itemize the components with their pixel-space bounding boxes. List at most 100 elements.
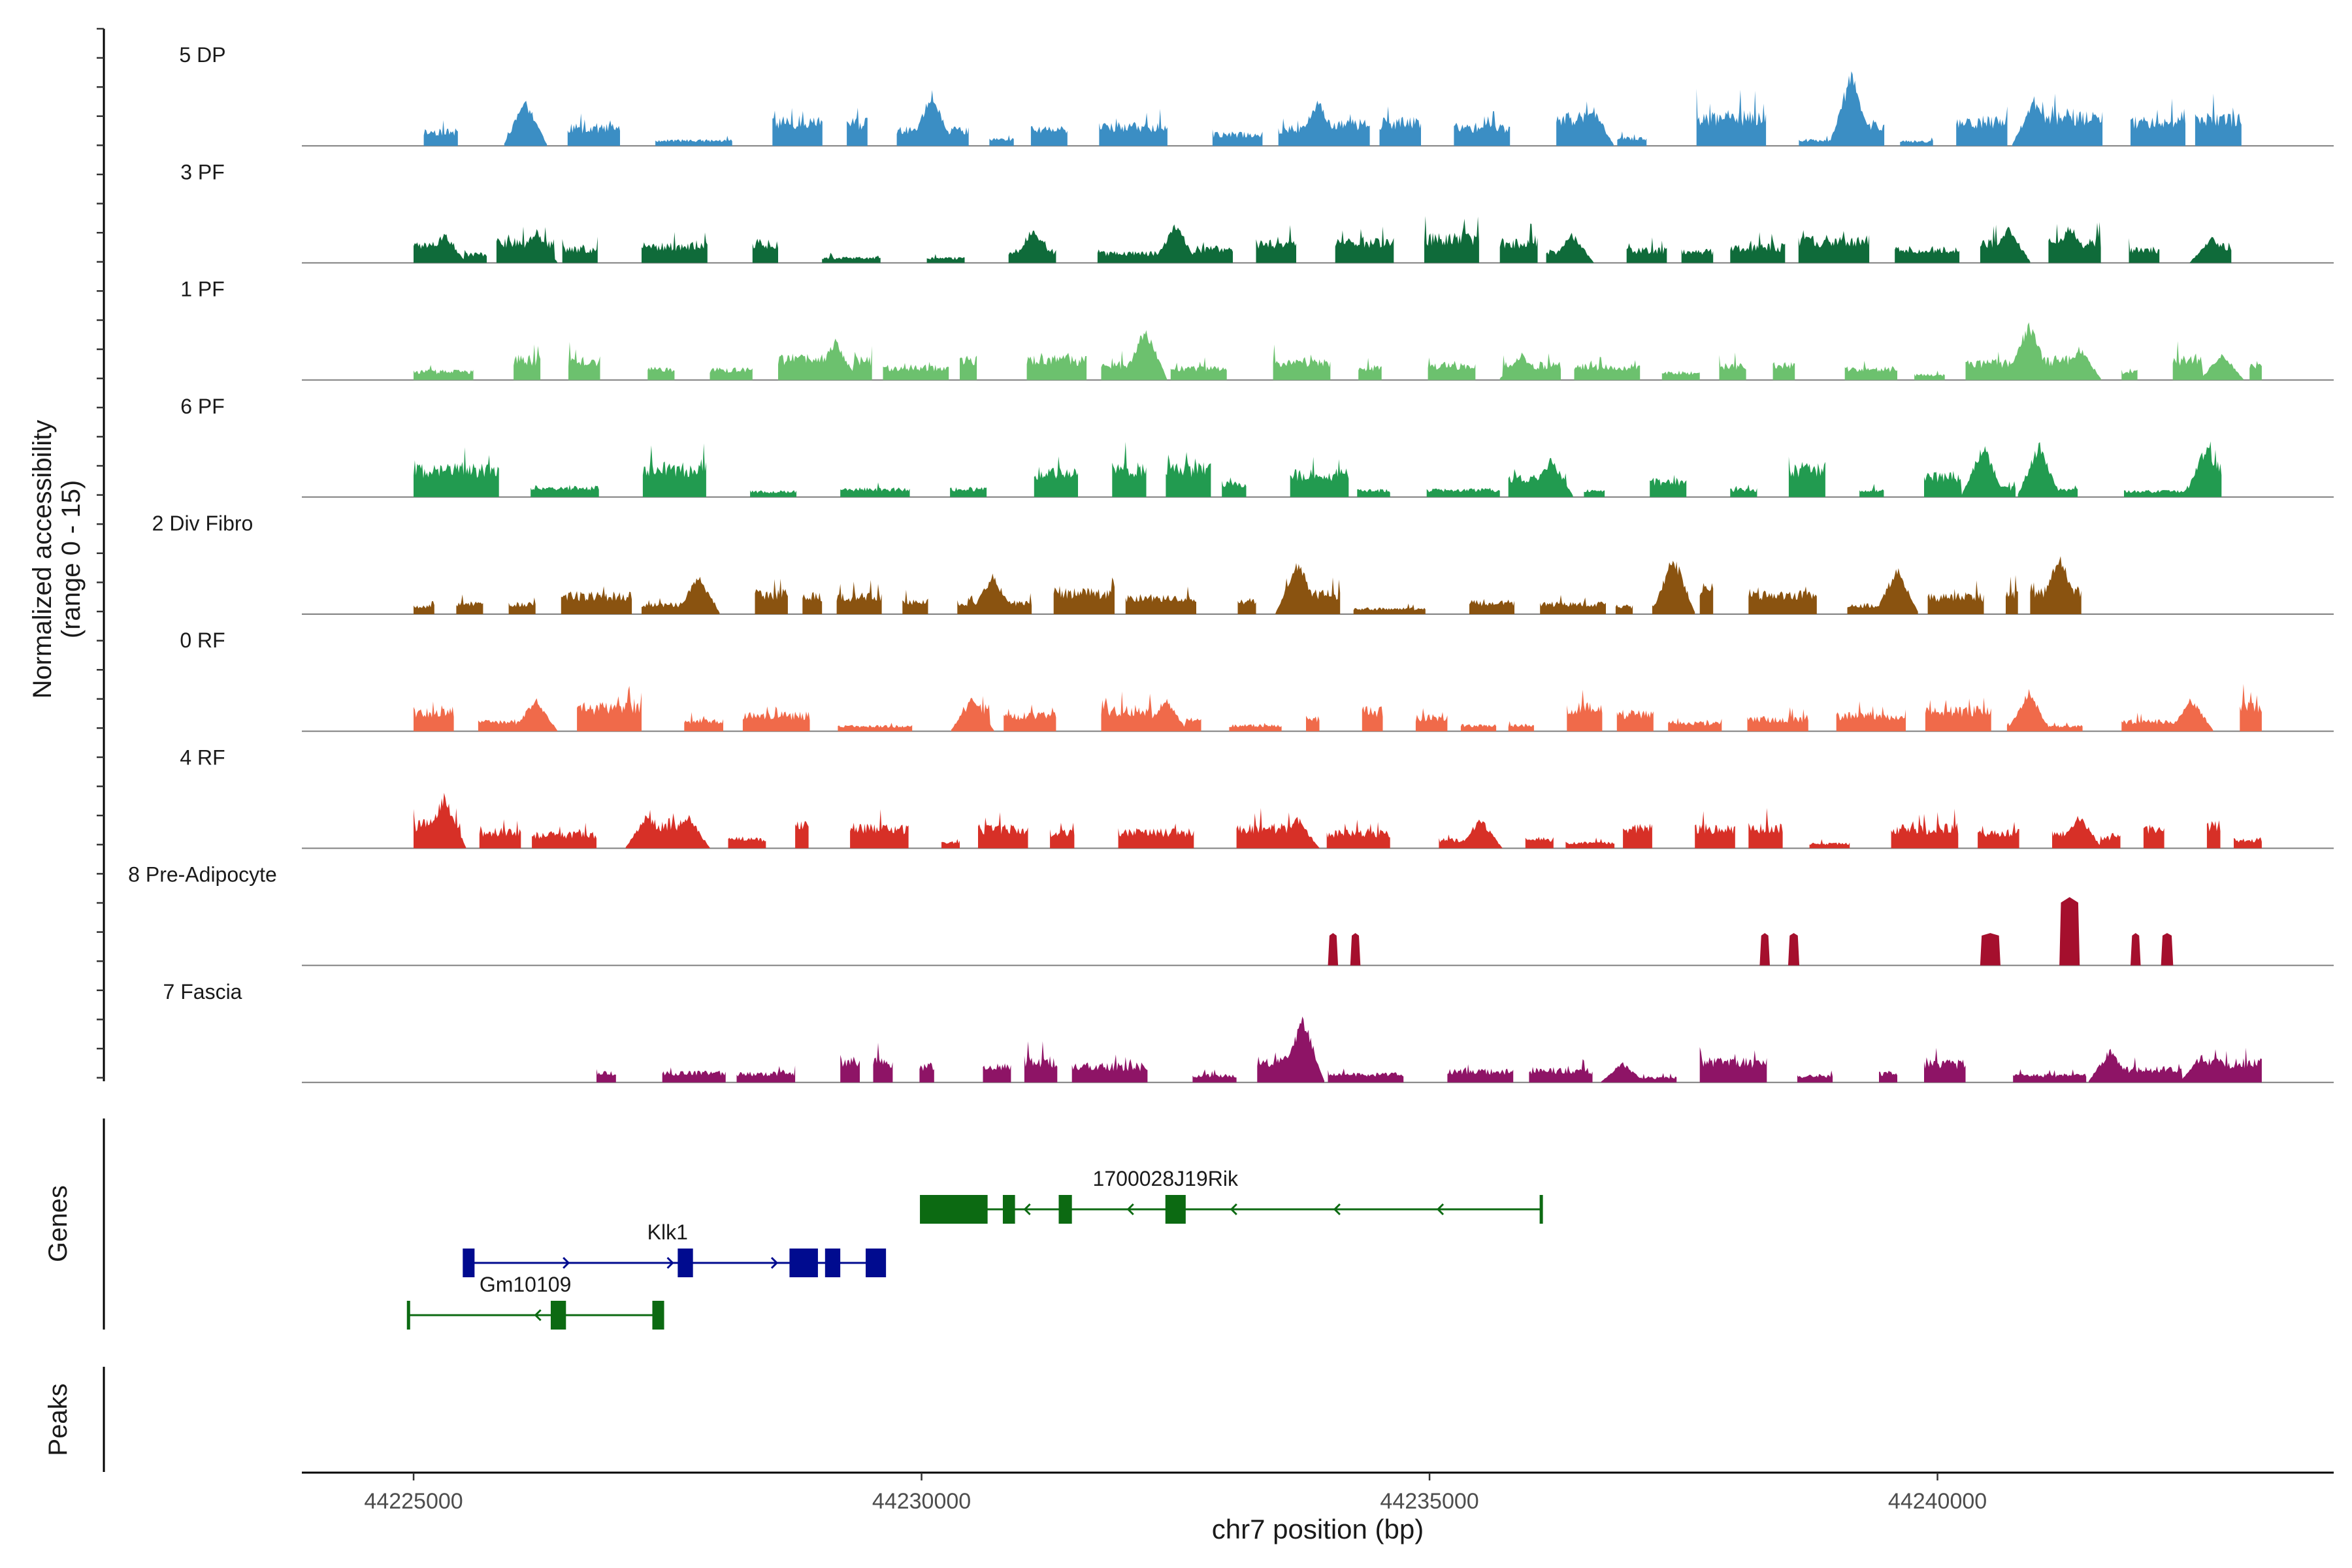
signal-segment <box>1034 456 1078 497</box>
signal-segment <box>1626 237 1667 263</box>
signal-segment <box>1623 823 1652 849</box>
signal-segment <box>1859 483 1884 497</box>
signal-segment <box>838 723 913 732</box>
signal-segment <box>1112 442 1147 497</box>
genes-panel-label: Genes <box>44 1185 73 1262</box>
signal-block <box>2131 933 2141 966</box>
signal-segment <box>1125 586 1196 614</box>
track-7: 8 Pre-Adipocyte <box>128 863 2334 966</box>
signal-segment <box>577 685 642 732</box>
x-tick-label: 44235000 <box>1380 1489 1478 1514</box>
signal-segment <box>1574 357 1641 380</box>
signal-segment <box>772 108 823 146</box>
x-axis-ticks: 44225000 44230000 44235000 44240000 <box>364 1473 1987 1514</box>
track-label: 3 PF <box>180 160 225 184</box>
signal-segment <box>478 698 558 732</box>
signal-segment <box>414 447 499 497</box>
signal-segment <box>2017 442 2078 497</box>
signal-segment <box>2234 837 2262 849</box>
signal-segment <box>1166 451 1211 497</box>
track-label: 2 Div Fibro <box>152 512 253 535</box>
signal-segment <box>2121 698 2213 732</box>
signal-segment <box>2249 361 2262 380</box>
track-label: 4 RF <box>180 745 225 769</box>
signal-segment <box>978 812 1028 849</box>
y-axis-label-line1: Normalized accessibility <box>28 420 57 699</box>
signal-segment <box>1499 352 1561 380</box>
gene-exon <box>550 1301 566 1330</box>
coverage-y-ticks <box>97 27 104 1079</box>
strand-arrow <box>1023 1203 1031 1216</box>
x-axis-label: chr7 position (bp) <box>1212 1514 1424 1544</box>
signal-segment <box>596 1069 616 1083</box>
signal-segment <box>1362 706 1383 732</box>
signal-segment <box>1747 707 1808 732</box>
signal-segment <box>1978 822 2019 849</box>
signal-segment <box>1797 1070 1833 1083</box>
signal-segment <box>1306 715 1320 732</box>
signal-segment <box>728 836 766 849</box>
strand-arrow <box>1333 1203 1341 1216</box>
track-label: 0 RF <box>180 629 225 652</box>
signal-segment <box>755 578 788 614</box>
track-4: 2 Div Fibro <box>152 512 2334 615</box>
track-3: 6 PF <box>180 395 2334 498</box>
signal-segment <box>1567 689 1603 732</box>
signal-segment <box>1222 477 1247 497</box>
gene-exon <box>1058 1195 1072 1224</box>
signal-segment <box>1326 819 1390 849</box>
strand-arrow <box>1230 1203 1237 1216</box>
signal-segment <box>778 338 872 380</box>
signal-segment <box>1004 704 1056 732</box>
signal-segment <box>1101 330 1168 380</box>
signal-segment <box>625 809 710 849</box>
signal-segment <box>1439 819 1503 849</box>
signal-segment <box>1192 1069 1237 1083</box>
signal-segment <box>950 487 987 497</box>
signal-segment <box>1798 230 1870 263</box>
signal-segment <box>2172 341 2244 380</box>
track-label: 7 Fascia <box>163 980 242 1004</box>
gene-label: Klk1 <box>647 1220 688 1244</box>
signal-segment <box>822 252 881 263</box>
signal-segment <box>1379 106 1421 146</box>
signal-segment <box>1071 1054 1148 1083</box>
signal-segment <box>1212 129 1263 146</box>
signal-segment <box>414 701 454 732</box>
signal-segment <box>919 1062 934 1083</box>
signal-segment <box>1565 838 1615 849</box>
peaks-panel-label: Peaks <box>44 1383 73 1456</box>
signal-segment <box>2006 575 2018 614</box>
signal-segment <box>840 1054 860 1083</box>
signal-segment <box>1424 216 1479 263</box>
signal-segment <box>562 237 598 263</box>
signal-segment <box>1699 583 1714 614</box>
signal-segment <box>1358 357 1382 380</box>
signal-segment <box>1847 568 1918 614</box>
signal-segment <box>2121 368 2138 380</box>
x-tick-label: 44230000 <box>872 1489 971 1514</box>
signal-segment <box>504 101 547 146</box>
signal-segment <box>1529 1059 1593 1083</box>
signal-block <box>1788 933 1800 966</box>
gene-exon <box>921 1195 988 1224</box>
signal-segment <box>1469 598 1514 614</box>
signal-segment <box>1053 577 1115 614</box>
track-label: 8 Pre-Adipocyte <box>128 863 277 887</box>
signal-segment <box>1836 701 1906 732</box>
signal-segment <box>1278 101 1370 146</box>
signal-segment <box>1525 836 1554 849</box>
strand-arrow <box>1126 1203 1134 1216</box>
signal-segment <box>1540 595 1606 614</box>
signal-segment <box>710 367 753 380</box>
signal-segment <box>795 821 809 849</box>
signal-segment <box>1650 474 1687 497</box>
signal-segment <box>1256 225 1296 263</box>
signal-segment <box>1748 808 1783 849</box>
strand-arrow <box>534 1309 542 1322</box>
signal-segment <box>414 365 474 380</box>
signal-segment <box>1788 456 1825 497</box>
signal-segment <box>1335 226 1394 263</box>
signal-segment <box>2088 1047 2262 1083</box>
signal-segment <box>1101 691 1201 732</box>
